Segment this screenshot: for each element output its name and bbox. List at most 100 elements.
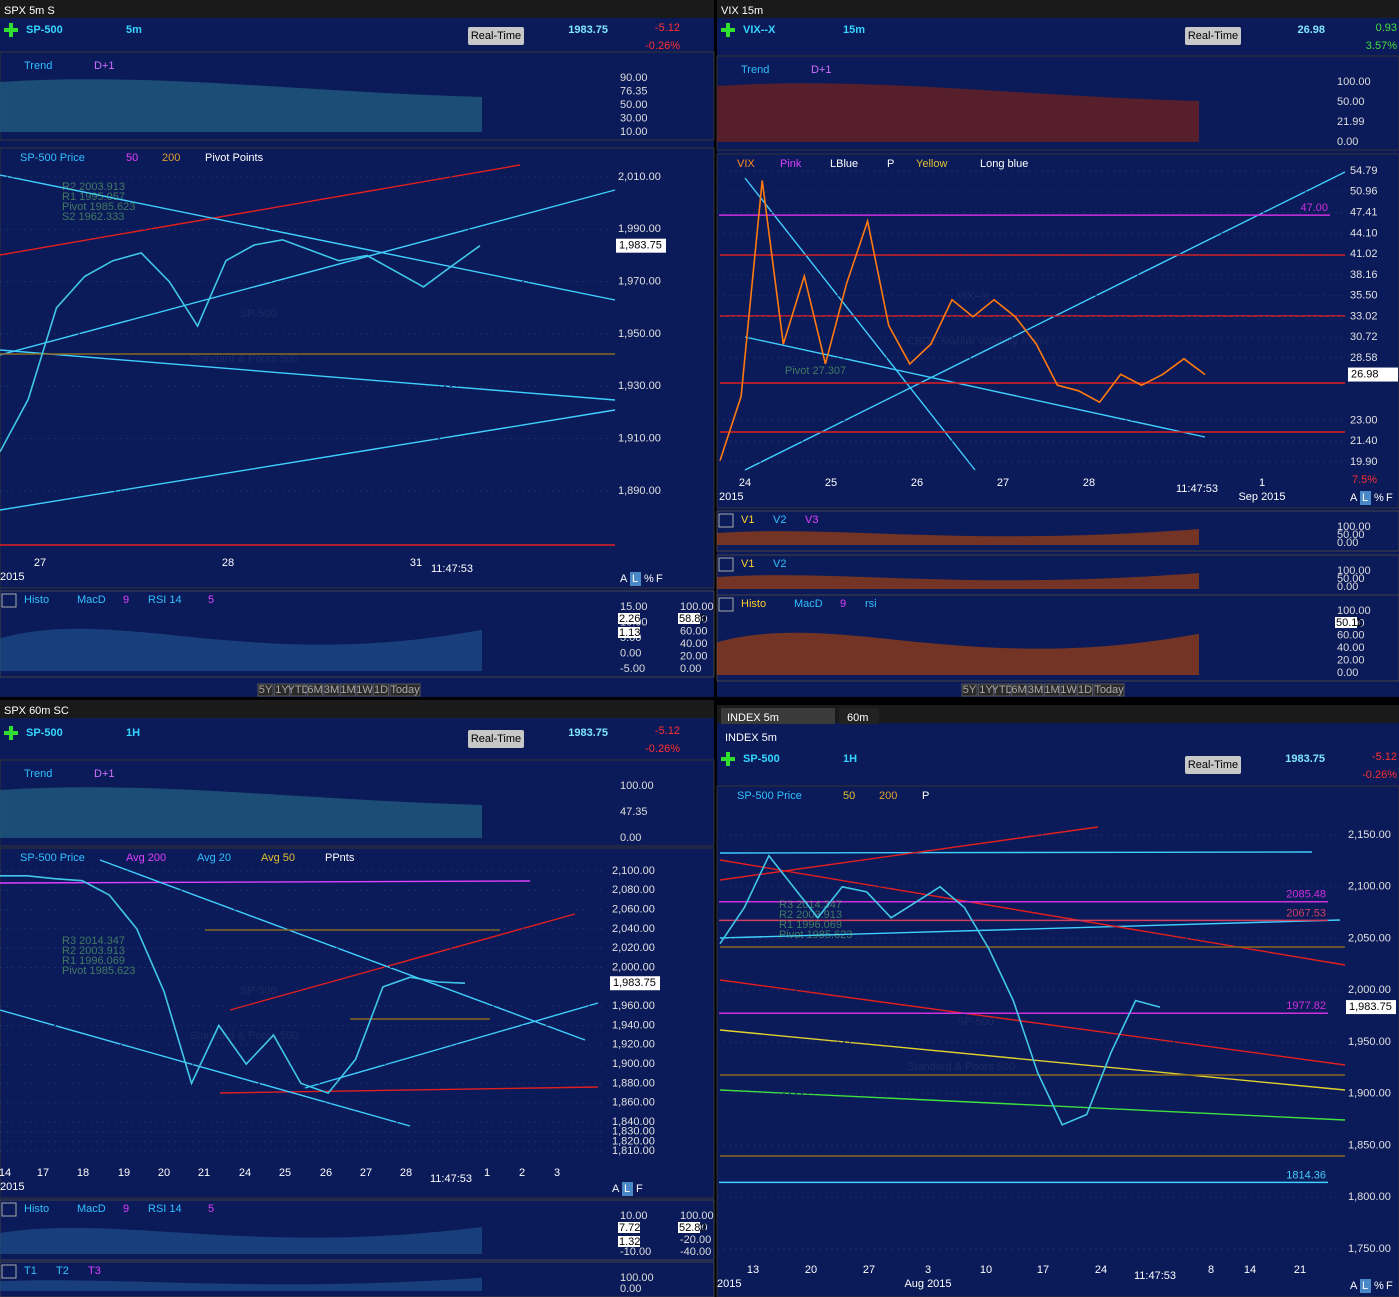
y-tick-label: 1,950.00 [1348,1036,1391,1048]
x-tick-label: 10 [980,1264,992,1276]
close-box[interactable] [718,597,734,612]
realtime-button[interactable] [468,730,524,748]
realtime-button[interactable] [1185,27,1241,45]
sub-tag-label: 52.82 [679,1222,707,1234]
range-button[interactable] [1077,683,1093,697]
y-tick-label: 1,940.00 [612,1019,655,1031]
range-button[interactable] [356,683,373,697]
close-box[interactable] [1,593,17,608]
sub-label: Histo [24,594,49,606]
range-button[interactable] [290,683,307,697]
y-tick-label: 1,900.00 [612,1058,655,1070]
sub-scale: 0.00 [620,647,641,659]
price: 1983.75 [1285,753,1325,765]
sub-label: RSI 14 [148,594,182,606]
time: 11:47:53 [1176,483,1218,495]
y-tick-label: 1,860.00 [612,1097,655,1109]
range-button[interactable] [994,683,1011,697]
sub-scale: 100.00 [620,1272,654,1284]
level-label: 1977.82 [1286,1000,1326,1012]
change: -5.12 [1372,751,1397,763]
range-button[interactable] [373,683,389,697]
range-button[interactable] [274,683,290,697]
scale-button: L [624,1183,630,1195]
scale-button-bg[interactable] [622,1182,633,1196]
range-button[interactable] [1044,683,1060,697]
close-box[interactable] [1,1202,17,1217]
realtime-button[interactable] [1185,756,1241,774]
watermark: SP-500 [957,1016,994,1028]
y-tick-label: 50.96 [1350,186,1378,198]
sub-area [717,529,1199,545]
interval: 1H [843,753,857,765]
trend-label: Trend [24,60,52,72]
realtime: Real-Time [1188,30,1238,42]
range-button[interactable] [323,683,340,697]
price-line [719,854,1161,1126]
range-button[interactable] [1093,683,1125,697]
sub-scale: 0.00 [1337,537,1358,549]
sub-scale: -10.00 [620,1246,651,1258]
legend-item: LBlue [830,158,858,170]
range-button[interactable] [1011,683,1027,697]
close-box[interactable] [718,513,734,528]
x-tick-label: 17 [37,1167,49,1179]
scale-button: L [1362,1280,1368,1292]
realtime: Real-Time [471,30,521,42]
change-pct: 3.57% [1366,40,1397,52]
sub-scale: 0.00 [1337,667,1358,679]
sub-label: 5 [208,594,214,606]
watermark: SP-500 [240,308,277,320]
x-tick-label: 31 [410,557,422,569]
range-button[interactable] [961,683,978,697]
scale-button-bg[interactable] [630,572,641,586]
sub-label: T2 [56,1265,69,1277]
scale-button-bg[interactable] [1360,1279,1371,1293]
y-tick-label: 1,970.00 [618,276,661,288]
realtime-button[interactable] [468,27,524,45]
sub-pane [0,1261,715,1297]
y-tick-label: 1,900.00 [1348,1088,1391,1100]
pivot-label: R2 2003.913 [779,909,842,921]
y-tick-label: 2,000.00 [1348,984,1391,996]
x-foot-label: 2015 [0,1181,24,1193]
range-button-label: Today [390,684,420,696]
range-button[interactable] [389,683,421,697]
close-box[interactable] [718,557,734,572]
close-box[interactable] [1,1264,17,1279]
y-tick-label: 28.58 [1350,352,1378,364]
y-tick-label: 1,800.00 [1348,1191,1391,1203]
sub-scale: 100.00 [1337,565,1371,577]
legend-item: Yellow [916,158,947,170]
trend-label: D+1 [94,60,115,72]
range-button[interactable] [1060,683,1077,697]
y-tick-label: 35.50 [1350,290,1378,302]
x-tick-label: 27 [34,557,46,569]
sub-tag [618,1236,640,1247]
change-pct: -0.26% [645,40,680,52]
price-pane [716,785,1399,1297]
x-tick-label: 27 [997,477,1009,489]
scale-button-bg[interactable] [1360,491,1371,505]
trend-area [0,787,482,838]
sub-label: V3 [805,514,818,526]
price-pane [0,147,715,589]
tab[interactable] [839,708,879,724]
scale-button: % [1374,492,1384,504]
range-button[interactable] [307,683,323,697]
range-button[interactable] [978,683,994,697]
plus-icon [726,23,730,37]
tab[interactable] [721,708,835,724]
x-tick-label: 25 [279,1167,291,1179]
sub-area [0,628,482,671]
x-tick-label: 2 [519,1167,525,1179]
range-button[interactable] [1027,683,1044,697]
y-tick-label: 1,920.00 [612,1039,655,1051]
price-line [719,180,1206,461]
range-button[interactable] [257,683,274,697]
x-tick-label: 21 [198,1167,210,1179]
sub-scale: -20.00 [680,1234,711,1246]
range-button[interactable] [340,683,356,697]
trend-line [744,177,976,471]
legend-item: 50 [126,152,138,164]
